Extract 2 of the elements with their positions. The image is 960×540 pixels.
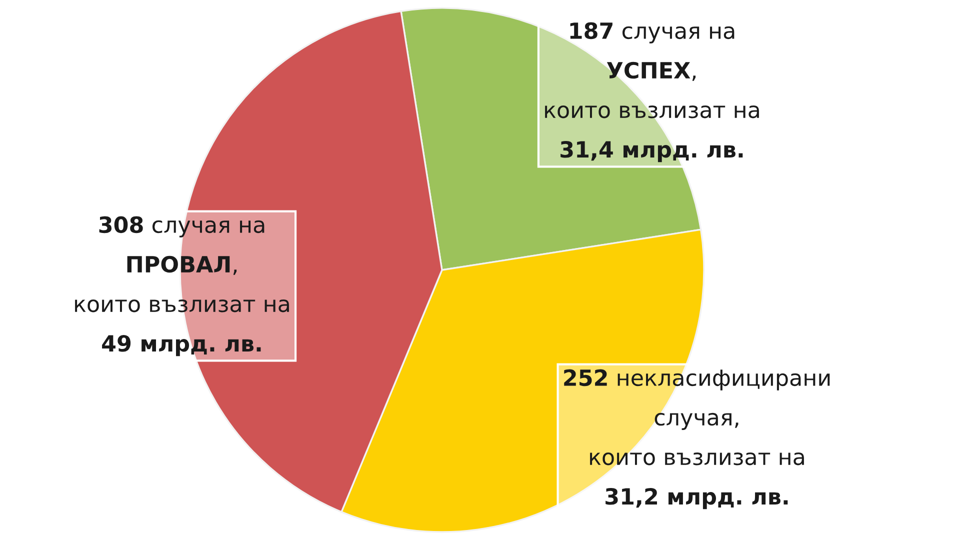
data-label: 308 случая на ПРОВАЛ, които възлизат на 49 млрд. лв.	[75, 216, 289, 356]
data-label: 187 случая на УСПЕХ, които възлизат на 31,4 млрд. лв.	[545, 22, 759, 162]
